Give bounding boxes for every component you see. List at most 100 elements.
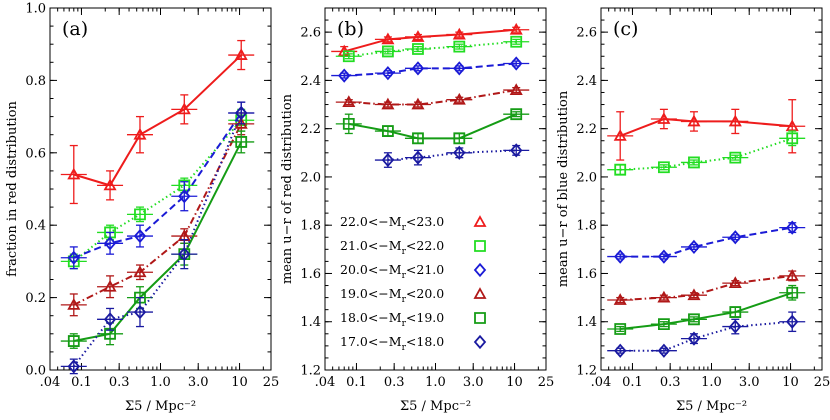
legend-label: 19.0<−Mr<20.0 [340, 286, 444, 305]
data-point [103, 236, 117, 251]
data-point [509, 22, 523, 35]
data-point [411, 97, 425, 110]
data-point [510, 56, 523, 71]
x-tick-label: 25 [263, 375, 280, 390]
data-point [382, 125, 394, 137]
y-tick-label: 1.6 [576, 267, 597, 282]
y-tick-label: 2.2 [300, 122, 321, 137]
legend-label-suffix: <21.0 [406, 262, 444, 277]
x-tick-label: 10 [506, 375, 523, 390]
legend-label-suffix: <18.0 [406, 334, 444, 349]
x-tick-label: 1.0 [150, 375, 171, 390]
data-point [510, 35, 523, 48]
legend-label-sub: r [402, 247, 407, 257]
y-tick-label: 2.2 [576, 122, 597, 137]
y-tick-label: 2.4 [300, 74, 321, 89]
data-point [510, 108, 523, 121]
y-tick-label: 0.4 [25, 219, 46, 234]
data-point [178, 189, 191, 204]
data-point [234, 48, 248, 60]
x-tick-label: 10 [231, 375, 248, 390]
x-tick-label: 0.3 [384, 375, 405, 390]
data-point [235, 136, 248, 148]
legend-label-main: 19.0<−M [340, 286, 402, 301]
series [60, 39, 255, 205]
data-point [338, 68, 351, 83]
data-point [452, 27, 466, 40]
series-line [73, 112, 243, 367]
legend-label: 22.0<−Mr<23.0 [340, 214, 444, 233]
data-point [729, 230, 742, 245]
legend-label-suffix: <22.0 [406, 238, 444, 253]
x-tick-label: .04 [591, 375, 612, 390]
legend-label-sub: r [402, 271, 407, 281]
series [60, 108, 255, 270]
data-point [453, 61, 466, 76]
y-tick-label: 2.6 [576, 26, 597, 41]
data-point [178, 247, 191, 262]
data-point [103, 312, 117, 327]
legend-label-sub: r [402, 223, 407, 233]
data-point [658, 318, 670, 331]
legend-label-suffix: <20.0 [406, 286, 444, 301]
series-line [620, 226, 793, 258]
x-tick-label: 0.1 [622, 375, 643, 390]
data-point [614, 249, 627, 264]
data-point [381, 152, 395, 168]
data-point [510, 143, 523, 158]
data-point [688, 156, 700, 169]
y-tick-label: 1.2 [576, 364, 597, 379]
legend-label: 21.0<−Mr<22.0 [340, 238, 444, 257]
x-tick-label: 0.1 [346, 375, 367, 390]
data-point [133, 228, 147, 244]
data-point [687, 288, 701, 301]
panel-label: (b) [337, 18, 364, 40]
data-point [657, 249, 671, 264]
data-point [382, 45, 394, 58]
data-point [342, 95, 356, 108]
y-tick-label: 1.0 [25, 2, 46, 17]
y-axis-label: mean u−r of blue distribution [556, 90, 571, 287]
data-point [728, 114, 742, 127]
data-point [786, 220, 799, 235]
data-point [381, 97, 395, 110]
series [60, 101, 255, 270]
data-point [614, 343, 627, 358]
series [60, 130, 255, 349]
data-point [687, 331, 701, 346]
data-point [729, 306, 742, 318]
legend-label-suffix: <23.0 [406, 214, 444, 229]
data-point [658, 161, 670, 174]
x-axis-label: Σ5 / Mpc⁻² [676, 399, 747, 414]
x-tick-label: .04 [315, 375, 336, 390]
panel-label: (c) [613, 18, 638, 40]
series [335, 83, 530, 110]
series [607, 99, 806, 161]
series [60, 112, 255, 317]
series [607, 220, 806, 264]
series [335, 35, 530, 63]
legend-marker [474, 240, 486, 252]
data-point [613, 293, 627, 305]
x-axis-label: Σ5 / Mpc⁻² [125, 399, 196, 414]
data-point [657, 290, 671, 303]
plot-frame [49, 7, 272, 371]
series-line [344, 62, 517, 77]
y-tick-label: 2.0 [576, 170, 597, 185]
data-point [67, 167, 81, 180]
y-tick-label: 2.0 [300, 170, 321, 185]
y-axis-label: mean u−r of red distribution [280, 93, 295, 284]
legend: 22.0<−Mr<23.021.0<−Mr<22.020.0<−Mr<21.01… [340, 214, 487, 353]
data-point [452, 92, 466, 105]
data-point [67, 335, 80, 347]
y-tick-label: 0.0 [25, 364, 46, 379]
data-point [453, 145, 466, 160]
data-point [785, 119, 799, 132]
data-point [103, 279, 117, 292]
data-point [687, 239, 701, 255]
y-tick-label: 1.4 [576, 315, 597, 330]
x-axis-label: Σ5 / Mpc⁻² [400, 399, 471, 414]
y-tick-label: 1.6 [300, 267, 321, 282]
series-line [73, 123, 243, 306]
data-point [177, 102, 191, 115]
